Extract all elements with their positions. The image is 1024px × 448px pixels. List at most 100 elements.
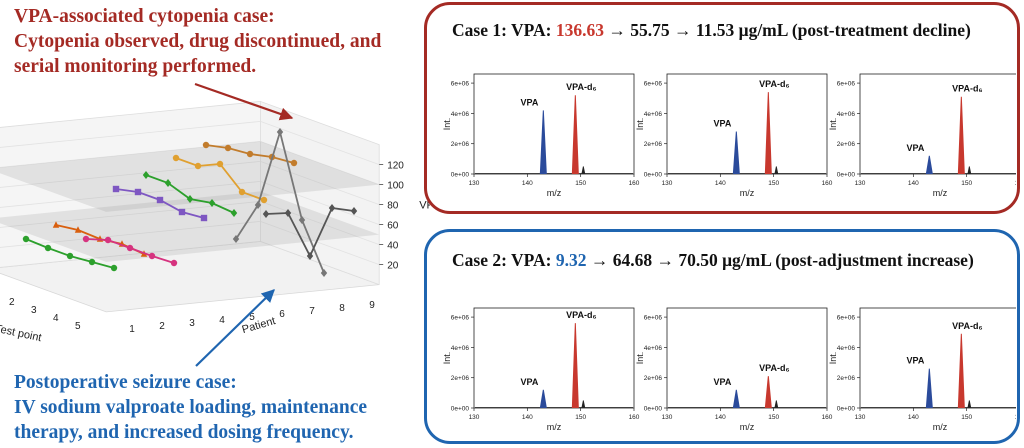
data-point: [170, 259, 178, 267]
x-tick-label: 160: [822, 414, 833, 421]
x-tick-label: 160: [1015, 180, 1016, 187]
vpa-d6-peak: [571, 323, 579, 409]
grid-line: [0, 181, 261, 208]
grid-line: [260, 201, 380, 245]
x-tick-label: 150: [575, 414, 586, 421]
x-axis-label: m/z: [740, 422, 755, 432]
case2-suffix: → 64.68 → 70.50 μg/mL (post-adjustment i…: [586, 250, 974, 270]
y-tick-label: 4e+06: [644, 345, 663, 352]
vpa-peak: [732, 131, 740, 175]
x-tick-label: 150: [768, 414, 779, 421]
annotation-line: IV sodium valproate loading, maintenance: [14, 397, 368, 418]
x-tick-label: 140: [715, 180, 726, 187]
x-axis-label: m/z: [933, 422, 948, 432]
grid-line: [0, 221, 261, 248]
data-point: [66, 252, 74, 260]
x-tick-label: 140: [908, 180, 919, 187]
x-tick-label: 140: [908, 414, 919, 421]
plot-frame: [859, 307, 1016, 409]
y-tick-label: 0e+00: [451, 406, 470, 413]
case2-panel: [424, 229, 1020, 444]
data-point: [246, 150, 254, 158]
case1-panel: [424, 2, 1020, 214]
vpa-d6-label: VPA-d₆: [759, 79, 789, 89]
data-point: [320, 269, 328, 277]
data-point: [208, 199, 216, 207]
cytopenia-arrow: [194, 82, 294, 121]
y-tick-label: 0e+00: [644, 172, 663, 179]
data-point: [232, 235, 240, 243]
y-tick-label: 4e+06: [837, 111, 856, 118]
data-point: [276, 128, 284, 136]
grid-line: [260, 141, 380, 185]
annotation-line: Postoperative seizure case:: [14, 372, 237, 393]
x-tick-label: 160: [1015, 414, 1016, 421]
vpa-d6-peak: [571, 95, 579, 175]
vpa-label: VPA: [906, 143, 924, 153]
plot-frame: [473, 307, 635, 409]
grid-line: [260, 181, 380, 225]
x-tick-label: 130: [855, 180, 866, 187]
annotation-line: VPA-associated cytopenia case:: [14, 6, 275, 27]
case1-prefix: Case 1: VPA:: [452, 20, 556, 40]
x-tick-label: 160: [629, 414, 640, 421]
data-point: [178, 208, 186, 216]
data-point: [254, 201, 262, 209]
data-point: [298, 216, 306, 224]
vpa-d6-peak: [764, 92, 772, 175]
y-tick-label: 2e+06: [644, 141, 663, 148]
vpa-peak: [539, 110, 547, 175]
x-tick-label: 2: [9, 297, 15, 308]
vpa-3d-chart: 20406080100120VPA12345Test point12345678…: [0, 82, 430, 367]
data-point: [22, 235, 30, 243]
chart-3d-layer: 20406080100120VPA12345Test point12345678…: [0, 100, 430, 344]
z-tick-label: 80: [387, 201, 399, 212]
y-tick-label: 2e+06: [837, 375, 856, 382]
x-tick-label: 160: [629, 180, 640, 187]
data-point: [142, 171, 150, 179]
x-axis-label: m/z: [740, 188, 755, 198]
data-point: [82, 235, 90, 243]
y-tick-label: 6e+06: [644, 81, 663, 88]
y-tick-label: 2e+06: [644, 375, 663, 382]
data-point: [262, 210, 270, 218]
y-tick-label: 4e+06: [451, 111, 470, 118]
chromatogram-1: 0e+00 2e+06 4e+06 6e+06 130 140 150 160 m/z Int. V…: [442, 73, 640, 198]
vpa-peak: [732, 389, 740, 409]
grid-line: [260, 161, 380, 205]
data-point: [260, 196, 268, 204]
data-point: [186, 195, 194, 203]
case2-chromatograms: 0e+00 2e+06 4e+06 6e+06 130 140 150 160 m/z Int. V…: [442, 307, 1016, 432]
data-point: [194, 162, 202, 170]
y-tick-label: 6e+06: [837, 315, 856, 322]
x-tick-label: 150: [575, 180, 586, 187]
x-tick-label: 5: [75, 321, 81, 332]
annotation-line: therapy, and increased dosing frequency.: [14, 422, 354, 443]
y-tick-label: 6e+06: [451, 315, 470, 322]
x-tick-label: 140: [522, 180, 533, 187]
z-axis-label: VPA: [419, 200, 430, 212]
y-tick-label: 7: [309, 306, 315, 317]
plot-frame: [859, 73, 1016, 175]
reference-plane: [0, 191, 380, 262]
y-tick-label: 4e+06: [451, 345, 470, 352]
x-tick-label: 150: [768, 180, 779, 187]
case2-highlight-value: 9.32: [555, 250, 587, 270]
vpa-label: VPA: [713, 119, 731, 129]
y-tick-label: 5: [249, 312, 255, 323]
x-tick-label: 150: [961, 180, 972, 187]
x-tick-label: 130: [469, 180, 480, 187]
plot-frame: [666, 73, 828, 175]
chromatogram-3: 0e+00 2e+06 4e+06 6e+06 130 140 150 160 m/z Int. V…: [828, 73, 1016, 198]
x-tick-label: 130: [469, 414, 480, 421]
annotation-line: Cytopenia observed, drug discontinued, a…: [14, 31, 382, 52]
y-tick-label: 2e+06: [451, 141, 470, 148]
data-point: [284, 209, 292, 217]
case2-prefix: Case 2: VPA:: [452, 250, 556, 270]
z-tick-label: 20: [387, 261, 399, 272]
grid-line: [0, 201, 261, 228]
case1-chromatograms: 0e+00 2e+06 4e+06 6e+06 130 140 150 160 m/z Int. V…: [442, 73, 1016, 198]
x-tick-label: 160: [822, 180, 833, 187]
isotope-peak: [581, 400, 586, 409]
grid-line: [0, 161, 261, 188]
